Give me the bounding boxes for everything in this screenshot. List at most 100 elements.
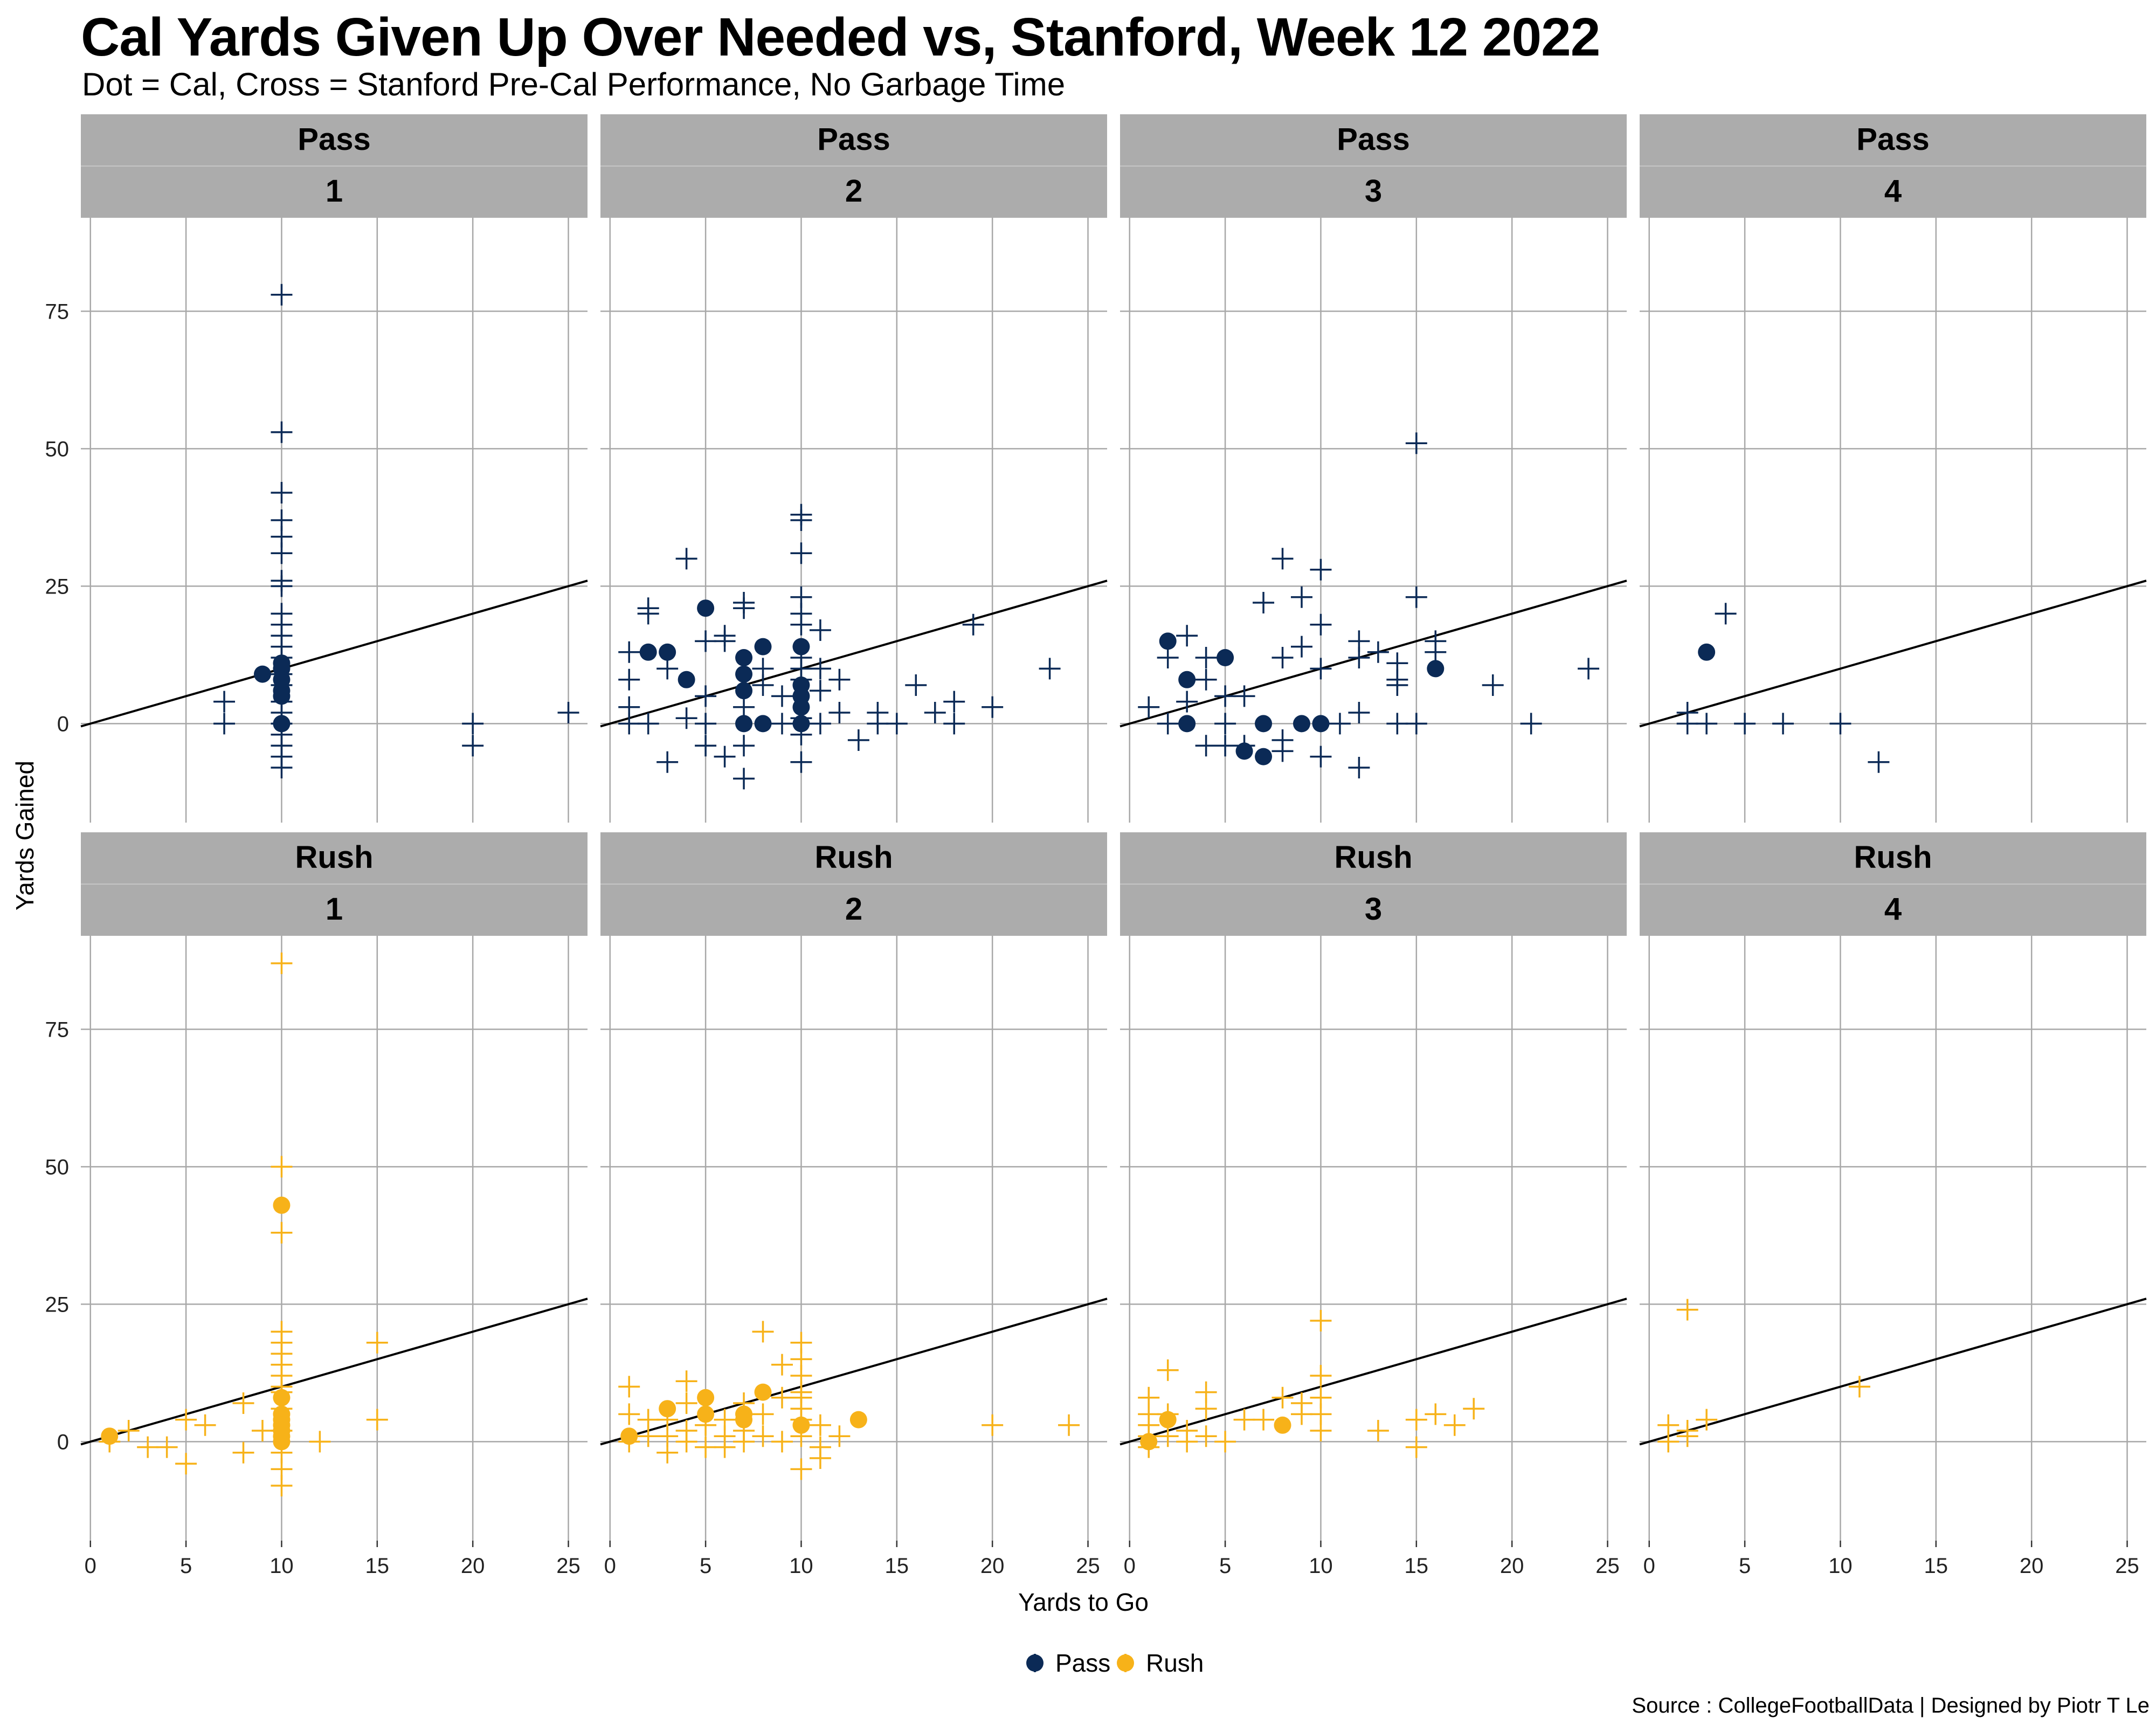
x-tick-label: 15 (1405, 1554, 1429, 1578)
stanford-point (1176, 1431, 1198, 1453)
stanford-point (1138, 696, 1160, 718)
stanford-point (271, 1475, 293, 1496)
cal-point (273, 1196, 291, 1214)
stanford-point (175, 1409, 197, 1431)
stanford-point (1310, 558, 1332, 581)
legend: Pass Rush (1026, 1649, 1204, 1677)
x-tick-label: 25 (556, 1554, 581, 1578)
stanford-point (886, 713, 908, 735)
stanford-point (790, 1458, 812, 1480)
x-tick-label: 10 (789, 1554, 813, 1578)
stanford-point (637, 603, 659, 625)
stanford-point (1520, 713, 1542, 735)
stanford-point (1272, 647, 1294, 668)
cal-point (792, 638, 810, 656)
stanford-point (1348, 757, 1370, 778)
stanford-point (752, 1425, 774, 1447)
stanford-point (982, 696, 1004, 718)
cal-point (659, 1400, 676, 1418)
stanford-point (905, 674, 927, 696)
stanford-point (675, 707, 697, 729)
stanford-point (1310, 1365, 1332, 1386)
stanford-point (1657, 1431, 1680, 1453)
stanford-point (1829, 713, 1851, 735)
facet-label-down: 1 (326, 174, 343, 209)
stanford-point (271, 1156, 293, 1178)
facet-label-type: Rush (295, 840, 374, 875)
cal-point (1255, 715, 1273, 733)
stanford-point (1157, 647, 1179, 668)
x-tick-label: 20 (461, 1554, 485, 1578)
stanford-point (695, 713, 717, 735)
stanford-point (1290, 586, 1312, 608)
facet-label-type: Pass (298, 122, 370, 157)
stanford-point (1214, 1431, 1236, 1453)
facet-label-type: Pass (1337, 122, 1409, 157)
stanford-point (271, 284, 293, 306)
stanford-point (118, 1420, 140, 1441)
cal-point (273, 687, 291, 705)
stanford-point (1157, 713, 1179, 735)
facet-strip-down (1640, 884, 2146, 936)
x-tick-label: 0 (1643, 1554, 1655, 1578)
x-tick-label: 0 (604, 1554, 616, 1578)
cal-point (1427, 660, 1445, 678)
panel-pass-down-4: Pass 4 (1639, 114, 2147, 823)
stanford-point (137, 1436, 159, 1458)
y-tick-label: 75 (45, 1018, 70, 1041)
stanford-point (1253, 592, 1275, 613)
stanford-point (271, 953, 293, 974)
stanford-point (271, 575, 293, 597)
cal-point (1312, 715, 1330, 733)
stanford-point (828, 668, 851, 691)
cal-point (639, 643, 657, 661)
y-tick-label: 50 (45, 437, 70, 461)
cal-point (1274, 1416, 1291, 1434)
stanford-point (771, 1431, 793, 1453)
cal-point (697, 1389, 715, 1406)
facet-strip-type (81, 832, 588, 884)
stanford-point (618, 713, 640, 735)
stanford-point (675, 548, 697, 570)
stanford-point (790, 613, 812, 636)
stanford-point (194, 1414, 216, 1436)
stanford-point (1214, 735, 1236, 757)
stanford-point (366, 1331, 388, 1354)
stanford-point (1272, 740, 1294, 762)
stanford-point (657, 751, 679, 773)
stanford-point (1578, 658, 1600, 680)
facet-label-type: Rush (1854, 840, 1932, 875)
stanford-point (1868, 751, 1890, 773)
x-tick-label: 20 (980, 1554, 1005, 1578)
stanford-point (1443, 1414, 1466, 1436)
stanford-point (924, 702, 946, 723)
stanford-point (675, 1392, 697, 1414)
stanford-point (1676, 1425, 1698, 1447)
cal-point (735, 649, 753, 666)
stanford-point (1233, 685, 1255, 707)
stanford-point (943, 691, 965, 713)
stanford-point (1214, 685, 1236, 707)
stanford-point (232, 1392, 254, 1414)
cal-point (620, 1427, 638, 1445)
stanford-point (828, 1425, 851, 1447)
stanford-point (618, 1376, 640, 1398)
facet-strip-type (600, 832, 1107, 884)
x-tick-label: 10 (1828, 1554, 1853, 1578)
stanford-point (1233, 1409, 1255, 1431)
stanford-point (695, 685, 717, 707)
stanford-point (752, 1403, 774, 1425)
stanford-point (1195, 668, 1217, 691)
cal-point (735, 682, 753, 700)
stanford-point (714, 746, 736, 768)
source-caption: Source : CollegeFootballData | Designed … (1632, 1694, 2150, 1717)
cal-point (101, 1427, 119, 1445)
stanford-point (1157, 1359, 1179, 1381)
facet-strip-down (600, 884, 1107, 936)
cal-point (1217, 649, 1234, 666)
cal-point (849, 1411, 867, 1429)
panel-rush-down-4: Rush 4 0 5 10 15 20 25 (1639, 832, 2147, 1578)
stanford-point (1290, 1403, 1312, 1425)
stanford-point (809, 1447, 831, 1469)
